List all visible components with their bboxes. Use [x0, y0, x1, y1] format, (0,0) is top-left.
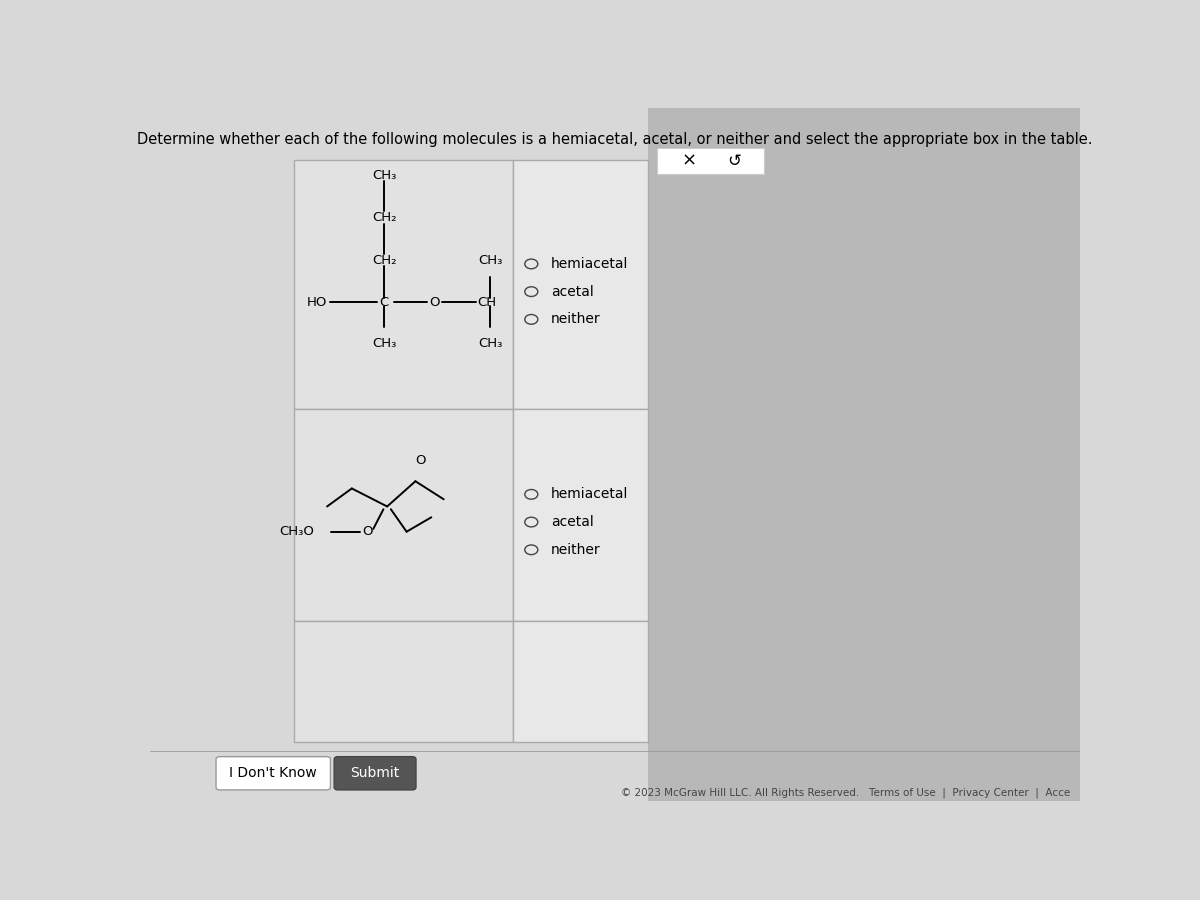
Text: hemiacetal: hemiacetal: [551, 256, 629, 271]
Text: HO: HO: [306, 295, 326, 309]
Bar: [294, 621, 512, 742]
FancyBboxPatch shape: [216, 757, 330, 790]
Text: CH: CH: [478, 295, 497, 309]
Bar: [294, 160, 512, 410]
Text: O: O: [430, 295, 440, 309]
Text: acetal: acetal: [551, 515, 594, 529]
Bar: [648, 108, 1080, 801]
Bar: [294, 410, 512, 621]
Text: I Don't Know: I Don't Know: [229, 766, 317, 780]
Bar: [512, 621, 648, 742]
Text: CH₃: CH₃: [478, 255, 503, 267]
Text: Submit: Submit: [350, 766, 400, 780]
Text: O: O: [362, 526, 373, 538]
Text: CH₃: CH₃: [372, 169, 396, 183]
Text: CH₂: CH₂: [372, 211, 397, 224]
Text: O: O: [415, 454, 425, 467]
FancyBboxPatch shape: [334, 757, 416, 790]
Text: Determine whether each of the following molecules is a hemiacetal, acetal, or ne: Determine whether each of the following …: [137, 132, 1093, 148]
Text: © 2023 McGraw Hill LLC. All Rights Reserved.   Terms of Use  |  Privacy Center  : © 2023 McGraw Hill LLC. All Rights Reser…: [622, 788, 1070, 798]
Text: ↺: ↺: [727, 152, 740, 170]
Text: ×: ×: [682, 152, 696, 170]
Text: CH₃: CH₃: [372, 337, 396, 350]
Bar: [656, 148, 763, 174]
Text: C: C: [379, 295, 389, 309]
Bar: [512, 410, 648, 621]
Bar: [512, 160, 648, 410]
Text: neither: neither: [551, 312, 600, 327]
Text: CH₃O: CH₃O: [278, 526, 313, 538]
Text: hemiacetal: hemiacetal: [551, 487, 629, 501]
Text: acetal: acetal: [551, 284, 594, 299]
Text: CH₂: CH₂: [372, 254, 397, 267]
Text: CH₃: CH₃: [478, 337, 503, 350]
Text: neither: neither: [551, 543, 600, 557]
